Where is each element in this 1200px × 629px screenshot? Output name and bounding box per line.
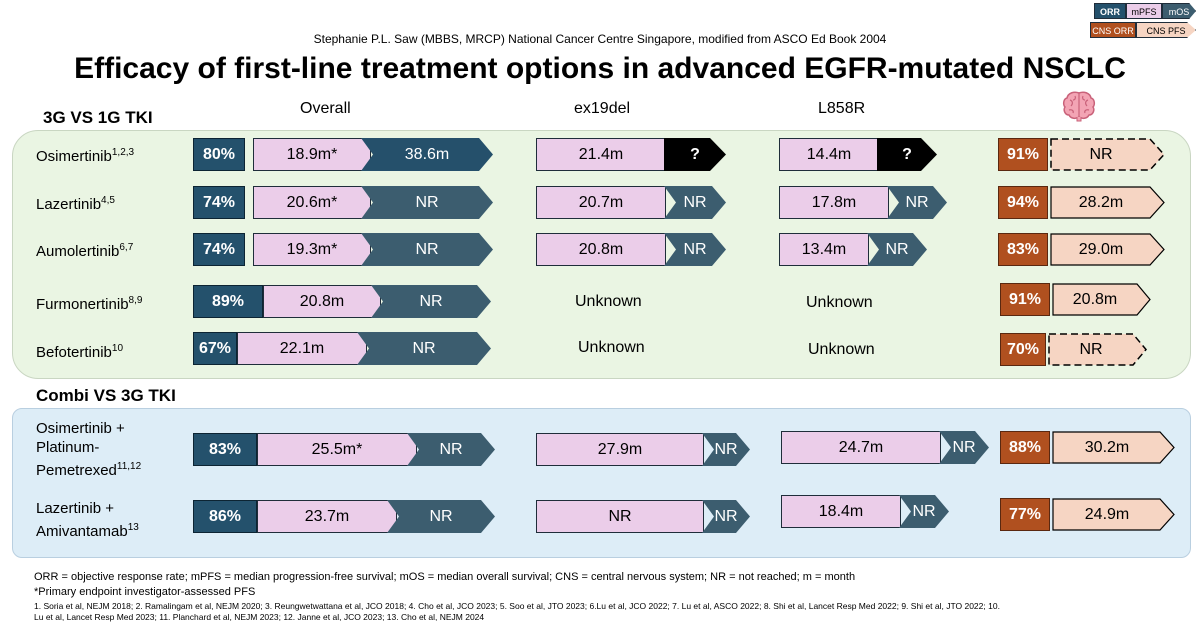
ex19del-unknown: Unknown <box>578 339 645 356</box>
l858r-mpfs-cell: 14.4m <box>779 138 879 171</box>
cns-orr-cell: 83% <box>998 233 1048 266</box>
mpfs-cell: 25.5m* <box>257 433 417 466</box>
cns-orr-cell: 91% <box>1000 283 1050 316</box>
l858r-mos-arrow: NR <box>867 233 927 266</box>
cns-orr-cell: 94% <box>998 186 1048 219</box>
ex19del-unknown: Unknown <box>575 293 642 310</box>
legend-orr: ORR <box>1094 3 1126 19</box>
column-overall: Overall <box>300 100 351 117</box>
mos-arrow: 38.6m <box>361 138 493 171</box>
column-ex19del: ex19del <box>574 100 631 117</box>
mos-arrow: NR <box>361 233 493 266</box>
cns-pfs-value: NR <box>1089 146 1113 163</box>
credit-line: Stephanie P.L. Saw (MBBS, MRCP) National… <box>313 32 887 46</box>
orr-cell: 80% <box>193 138 245 171</box>
mpfs-cell: 20.8m <box>263 285 381 318</box>
orr-cell: 67% <box>193 332 237 365</box>
orr-cell: 89% <box>193 285 263 318</box>
orr-cell: 74% <box>193 233 245 266</box>
cns-orr-cell: 88% <box>1000 431 1050 464</box>
cns-orr-cell: 70% <box>1000 333 1046 366</box>
cns-pfs-value: NR <box>1079 341 1103 358</box>
ex19del-mpfs-cell: 21.4m <box>536 138 666 171</box>
row-label-lazertinib: Lazertinib4,5 <box>36 195 115 213</box>
mpfs-cell: 22.1m <box>237 332 367 365</box>
l858r-mpfs-cell: 13.4m <box>779 233 869 266</box>
references-line-2: Lu et al, Lancet Resp Med 2023; 11. Plan… <box>34 612 485 622</box>
l858r-mpfs-cell: 18.4m <box>781 495 901 528</box>
mpfs-cell: 18.9m* <box>253 138 371 171</box>
row-label-befotertinib: Befotertinib10 <box>36 343 124 361</box>
mos-arrow: NR <box>357 332 491 365</box>
l858r-mpfs-cell: 17.8m <box>779 186 889 219</box>
orr-cell: 74% <box>193 186 245 219</box>
cns-pfs-value: 28.2m <box>1078 194 1124 211</box>
mpfs-cell: 23.7m <box>257 500 397 533</box>
cns-pfs-arrow: 20.8m <box>1052 283 1152 316</box>
cns-pfs-arrow: 28.2m <box>1050 186 1166 219</box>
legend-cns-pfs: CNS PFS <box>1136 22 1196 38</box>
cns-orr-cell: 91% <box>998 138 1048 171</box>
mos-arrow: NR <box>387 500 495 533</box>
cns-orr-cell: 77% <box>1000 498 1050 531</box>
cns-pfs-value: 24.9m <box>1084 506 1130 523</box>
ex19del-mpfs-cell: 20.8m <box>536 233 666 266</box>
row-label-aumolertinib: Aumolertinib6,7 <box>36 242 134 260</box>
mpfs-cell: 20.6m* <box>253 186 371 219</box>
orr-cell: 83% <box>193 433 257 466</box>
mos-arrow: NR <box>407 433 495 466</box>
mpfs-cell: 19.3m* <box>253 233 371 266</box>
l858r-unknown: Unknown <box>808 341 875 358</box>
orr-cell: 86% <box>193 500 257 533</box>
cns-pfs-value: 29.0m <box>1078 241 1124 258</box>
references-line-1: 1. Soria et al, NEJM 2018; 2. Ramalingam… <box>34 601 1000 611</box>
cns-pfs-arrow: 29.0m <box>1050 233 1166 266</box>
ex19del-mpfs-cell: NR <box>536 500 704 533</box>
l858r-mpfs-cell: 24.7m <box>781 431 941 464</box>
row-label-lazertinib-amivantamab: Lazertinib + Amivantamab13 <box>36 500 139 540</box>
row-label-osimertinib: Osimertinib1,2,3 <box>36 147 135 165</box>
legend: ORR mPFS mOS CNS ORR CNS PFS <box>1090 3 1198 41</box>
cns-pfs-dashed-arrow: NR <box>1048 333 1148 366</box>
footnote-abbreviations: ORR = objective response rate; mPFS = me… <box>34 571 856 583</box>
footnote-primary-endpoint: *Primary endpoint investigator-assessed … <box>34 586 256 598</box>
section-combi: Combi VS 3G TKI <box>36 386 176 405</box>
cns-pfs-arrow: 24.9m <box>1052 498 1176 531</box>
row-label-osimertinib-platinum: Osimertinib + Platinum- Pemetrexed11,12 <box>36 420 142 479</box>
l858r-unknown: Unknown <box>806 294 873 311</box>
row-label-furmonertinib: Furmonertinib8,9 <box>36 295 143 313</box>
page-title: Efficacy of first-line treatment options… <box>74 52 1126 85</box>
section-3g-vs-1g: 3G VS 1G TKI <box>43 108 153 127</box>
ex19del-mpfs-cell: 20.7m <box>536 186 666 219</box>
legend-mpfs: mPFS <box>1126 3 1162 19</box>
column-l858r: L858R <box>818 100 866 117</box>
legend-cns-orr: CNS ORR <box>1090 22 1136 38</box>
legend-mos: mOS <box>1162 3 1196 19</box>
mos-arrow: NR <box>361 186 493 219</box>
cns-pfs-value: 20.8m <box>1072 291 1118 308</box>
cns-pfs-value: 30.2m <box>1084 439 1130 456</box>
ex19del-mpfs-cell: 27.9m <box>536 433 704 466</box>
brain-icon <box>1062 90 1096 122</box>
cns-pfs-arrow: 30.2m <box>1052 431 1176 464</box>
cns-pfs-dashed-arrow: NR <box>1050 138 1166 171</box>
mos-arrow: NR <box>371 285 491 318</box>
